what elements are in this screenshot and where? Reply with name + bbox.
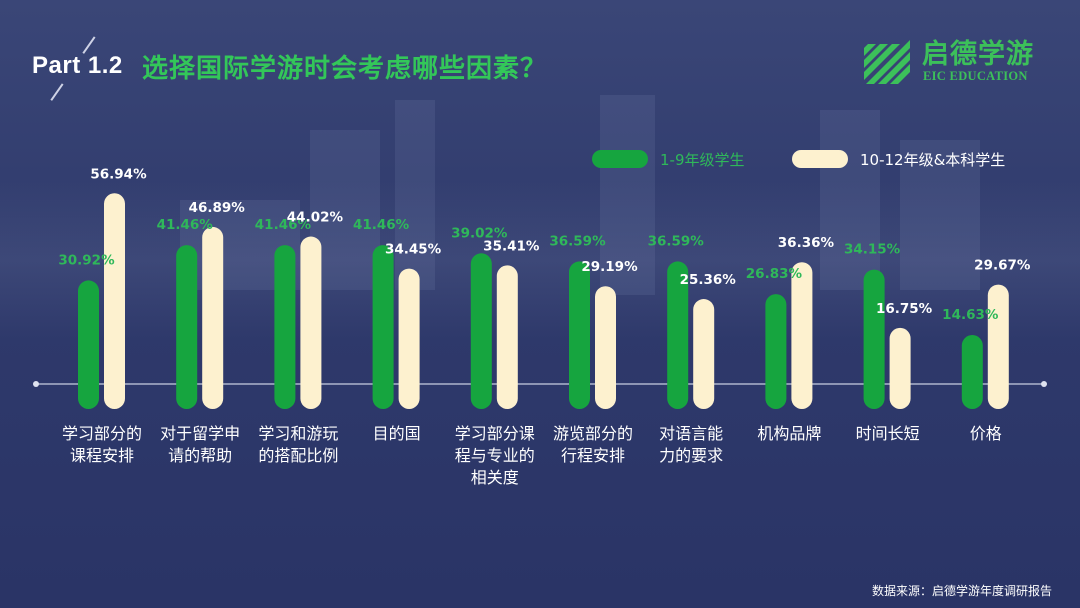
background-building	[820, 110, 880, 290]
data-label-series-2: 34.45%	[385, 242, 442, 258]
background-building	[395, 100, 435, 290]
data-label-series-1: 41.46%	[255, 217, 312, 233]
data-label-series-2: 36.36%	[778, 235, 835, 251]
data-label-series-1: 34.15%	[844, 242, 901, 258]
x-axis-start-dot	[33, 381, 39, 387]
bar-series-1	[176, 245, 198, 409]
category-label-line: 学习部分的	[61, 424, 142, 443]
data-label-series-1: 41.46%	[157, 217, 214, 233]
data-label-series-1: 26.83%	[746, 266, 803, 282]
bar-series-2	[104, 193, 125, 409]
category-label: 对于留学申 请的帮助	[150, 423, 250, 467]
logo-name-en: EIC EDUCATION	[923, 69, 1028, 83]
category-label: 对语言能 力的要求	[641, 423, 741, 467]
category-label-line: 时间长短	[855, 424, 920, 443]
category-label-line: 学习和游玩	[258, 424, 339, 443]
page-title: 选择国际学游时会考虑哪些因素？	[142, 54, 548, 84]
category-label: 时间长短	[838, 423, 938, 445]
category-label-line: 目的国	[372, 424, 421, 443]
data-label-series-2: 46.89%	[189, 200, 246, 216]
category-label-line: 行程安排	[560, 446, 625, 465]
bar-series-1	[274, 245, 296, 409]
category-label-line: 课程安排	[69, 446, 134, 465]
legend-swatch-series-1	[592, 150, 648, 168]
data-label-series-1: 30.92%	[58, 252, 115, 268]
category-label: 机构品牌	[739, 423, 839, 445]
legend-label-series-1: 1-9年级学生	[660, 151, 745, 169]
bar-series-2	[595, 286, 616, 409]
bar-series-1	[961, 334, 983, 409]
bar-series-1	[470, 253, 492, 409]
background-building	[600, 95, 655, 295]
data-label-series-2: 29.67%	[974, 258, 1031, 274]
category-label-line: 学习部分课	[454, 424, 535, 443]
category-label-line: 游览部分的	[552, 424, 633, 443]
background-building	[900, 140, 980, 290]
category-label-line: 的搭配比例	[258, 446, 339, 465]
category-label: 游览部分的 行程安排	[543, 423, 643, 467]
category-label: 学习部分的 课程安排	[52, 423, 152, 467]
data-label-series-2: 44.02%	[287, 210, 344, 226]
data-label-series-2: 35.41%	[483, 238, 540, 254]
category-label-line: 力的要求	[659, 446, 724, 465]
legend-label-series-2: 10-12年级&本科学生	[860, 151, 1006, 169]
bar-series-1	[765, 294, 787, 409]
bar-series-1	[667, 261, 689, 409]
data-label-series-1: 14.63%	[942, 307, 999, 323]
category-label: 学习和游玩的搭配比例	[248, 423, 348, 467]
bar-series-2	[496, 265, 518, 409]
bar-series-2	[889, 327, 911, 409]
logo: 启德学游 EIC EDUCATION	[860, 32, 1045, 88]
bar-series-2	[300, 236, 322, 409]
bar-series-2	[693, 299, 715, 409]
category-label: 目的国	[347, 423, 447, 445]
logo-name-cn: 启德学游	[922, 39, 1034, 70]
bar-series-2	[202, 226, 224, 409]
eic-leaf-icon	[864, 40, 910, 84]
data-label-series-2: 29.19%	[581, 259, 638, 275]
background-building	[310, 130, 380, 290]
data-label-series-1: 36.59%	[549, 233, 606, 249]
part-label: Part 1.2	[32, 52, 123, 79]
data-source-note: 数据来源：启德学游年度调研报告	[871, 584, 1052, 598]
data-label-series-2: 56.94%	[90, 166, 147, 182]
data-label-series-1: 39.02%	[451, 225, 508, 241]
category-label-line: 相关度	[470, 468, 519, 487]
bar-series-2	[398, 268, 420, 409]
category-label-line: 对语言能	[659, 424, 724, 443]
category-label: 价格	[936, 423, 1036, 445]
category-label-line: 程与专业的	[454, 446, 535, 465]
category-label-line: 对于留学申	[160, 424, 241, 443]
data-label-series-2: 16.75%	[876, 301, 933, 317]
bar-series-2	[987, 284, 1009, 409]
data-label-series-2: 25.36%	[680, 272, 737, 288]
bar-series-2	[791, 262, 813, 409]
x-axis-end-dot	[1041, 381, 1047, 387]
bar-series-1	[863, 269, 885, 409]
bar-series-1	[372, 245, 394, 409]
bar-series-1	[78, 280, 99, 409]
category-label-line: 机构品牌	[757, 424, 822, 443]
data-label-series-1: 36.59%	[648, 233, 705, 249]
category-label-line: 价格	[969, 424, 1002, 443]
data-label-series-1: 41.46%	[353, 217, 410, 233]
category-label-line: 请的帮助	[168, 446, 233, 465]
category-label: 学习部分课程与专业的相关度	[445, 423, 545, 489]
legend-swatch-series-2	[792, 150, 848, 168]
bar-series-1	[569, 261, 590, 409]
